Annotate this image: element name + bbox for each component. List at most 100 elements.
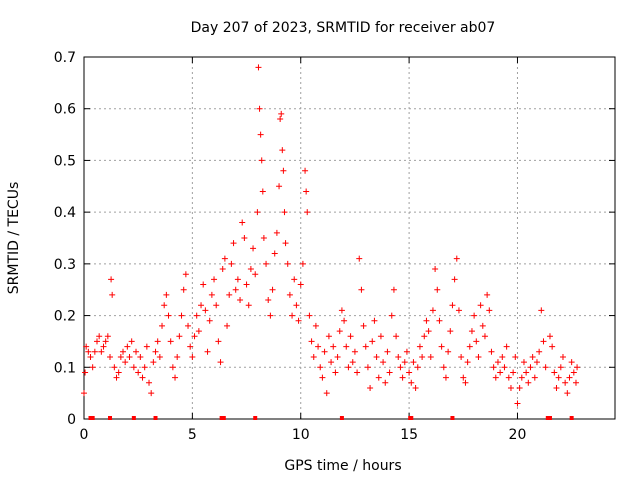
data-point xyxy=(499,353,506,360)
gap-marker xyxy=(90,416,95,420)
data-point xyxy=(520,359,527,366)
data-point xyxy=(512,353,519,360)
data-point xyxy=(566,374,573,381)
data-point xyxy=(306,312,313,319)
data-point xyxy=(152,348,159,355)
data-point xyxy=(518,374,525,381)
data-point xyxy=(180,286,187,293)
data-point xyxy=(397,364,404,371)
data-point xyxy=(165,312,172,319)
gap-marker xyxy=(409,416,414,420)
data-point xyxy=(133,348,140,355)
data-point xyxy=(462,379,469,386)
y-tick-label: 0.5 xyxy=(54,153,76,169)
data-point xyxy=(91,348,98,355)
data-point xyxy=(410,359,417,366)
data-point xyxy=(451,276,458,283)
data-point xyxy=(471,312,478,319)
data-point xyxy=(380,359,387,366)
data-point xyxy=(429,307,436,314)
data-point xyxy=(291,276,298,283)
data-point xyxy=(102,338,109,345)
data-point xyxy=(477,302,484,309)
data-point xyxy=(198,302,205,309)
data-point xyxy=(367,384,374,391)
data-point xyxy=(115,369,122,376)
data-point xyxy=(369,338,376,345)
data-point xyxy=(159,322,166,329)
data-point xyxy=(234,276,241,283)
gap-marker xyxy=(569,416,574,420)
data-point xyxy=(302,167,309,174)
data-point xyxy=(195,328,202,335)
x-tick-label: 10 xyxy=(292,427,310,443)
data-point xyxy=(241,235,248,241)
data-point xyxy=(343,343,350,350)
data-point xyxy=(150,359,157,366)
data-point xyxy=(284,260,291,267)
x-tick-label: 5 xyxy=(188,427,197,443)
data-point xyxy=(436,317,443,324)
data-point xyxy=(104,333,111,340)
data-point xyxy=(455,307,462,314)
data-point xyxy=(494,359,501,366)
data-point xyxy=(277,116,284,123)
data-point xyxy=(297,281,304,288)
data-point xyxy=(514,400,521,407)
data-point xyxy=(182,271,189,278)
data-point xyxy=(449,302,456,309)
data-point xyxy=(481,333,488,340)
data-point xyxy=(215,338,222,345)
data-point xyxy=(87,353,94,360)
data-point xyxy=(503,343,510,350)
data-point xyxy=(191,333,198,340)
data-point xyxy=(466,343,473,350)
data-point xyxy=(117,353,124,360)
axis-tick-labels: 0 5 10 15 20 0 0.1 0.2 0.3 0.4 0.5 0.6 0.7 xyxy=(54,50,527,443)
data-point xyxy=(122,359,129,366)
data-point xyxy=(281,209,288,216)
x-tick-label: 15 xyxy=(400,427,418,443)
data-point xyxy=(167,338,174,345)
data-point xyxy=(555,374,562,381)
y-tick-label: 0.6 xyxy=(54,102,76,118)
data-point xyxy=(416,343,423,350)
data-point xyxy=(278,110,285,117)
data-point xyxy=(531,374,538,381)
gap-marker xyxy=(545,416,550,420)
data-point xyxy=(464,359,471,366)
data-point xyxy=(538,307,545,314)
data-point xyxy=(453,255,460,262)
data-point xyxy=(492,374,499,381)
gap-marker xyxy=(108,416,113,420)
gap-marker xyxy=(153,416,158,420)
data-point xyxy=(174,353,181,360)
data-point xyxy=(488,348,495,355)
data-point xyxy=(321,348,328,355)
data-point xyxy=(345,364,352,371)
data-point xyxy=(148,390,155,397)
data-point xyxy=(178,312,185,319)
data-point xyxy=(273,229,280,236)
data-point xyxy=(139,374,146,381)
gap-marker xyxy=(219,416,224,420)
data-point xyxy=(143,343,150,350)
data-point xyxy=(445,348,452,355)
data-point xyxy=(304,209,311,216)
data-point xyxy=(425,328,432,335)
data-point xyxy=(107,353,114,360)
data-point xyxy=(308,338,315,345)
data-point xyxy=(553,384,560,391)
data-point xyxy=(226,291,233,298)
data-point xyxy=(510,369,517,376)
data-point xyxy=(271,250,278,257)
data-point xyxy=(557,364,564,371)
data-point xyxy=(354,369,361,376)
data-point xyxy=(81,390,87,397)
data-point xyxy=(570,369,577,376)
data-point xyxy=(473,338,480,345)
data-point xyxy=(135,369,142,376)
data-point xyxy=(276,183,283,190)
data-point xyxy=(280,167,287,174)
data-point xyxy=(100,343,107,350)
